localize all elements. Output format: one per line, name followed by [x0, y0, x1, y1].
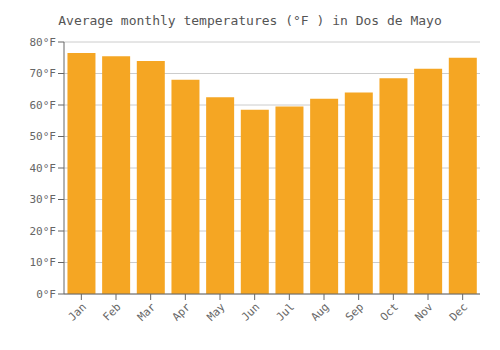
svg-text:Feb: Feb	[100, 300, 123, 323]
svg-text:30°F: 30°F	[30, 193, 57, 206]
svg-text:Sep: Sep	[343, 300, 366, 323]
svg-text:Jan: Jan	[66, 300, 89, 323]
svg-text:Mar: Mar	[135, 300, 159, 324]
svg-text:80°F: 80°F	[30, 36, 57, 49]
svg-text:10°F: 10°F	[30, 256, 57, 269]
svg-text:Aug: Aug	[308, 300, 331, 323]
svg-text:40°F: 40°F	[30, 162, 57, 175]
svg-text:Oct: Oct	[378, 300, 401, 323]
svg-text:Dec: Dec	[447, 300, 470, 323]
svg-text:Jul: Jul	[274, 300, 297, 323]
svg-text:Nov: Nov	[412, 300, 436, 324]
svg-text:Jun: Jun	[239, 300, 262, 323]
svg-text:May: May	[204, 300, 228, 324]
svg-text:70°F: 70°F	[30, 67, 57, 80]
svg-text:50°F: 50°F	[30, 130, 57, 143]
svg-text:20°F: 20°F	[30, 225, 57, 238]
svg-text:0°F: 0°F	[36, 288, 56, 301]
svg-text:60°F: 60°F	[30, 99, 57, 112]
html-text:Average monthly temperatures (: Average monthly temperatures (°F ) in Do…	[58, 13, 442, 28]
svg-text:Apr: Apr	[170, 300, 194, 324]
